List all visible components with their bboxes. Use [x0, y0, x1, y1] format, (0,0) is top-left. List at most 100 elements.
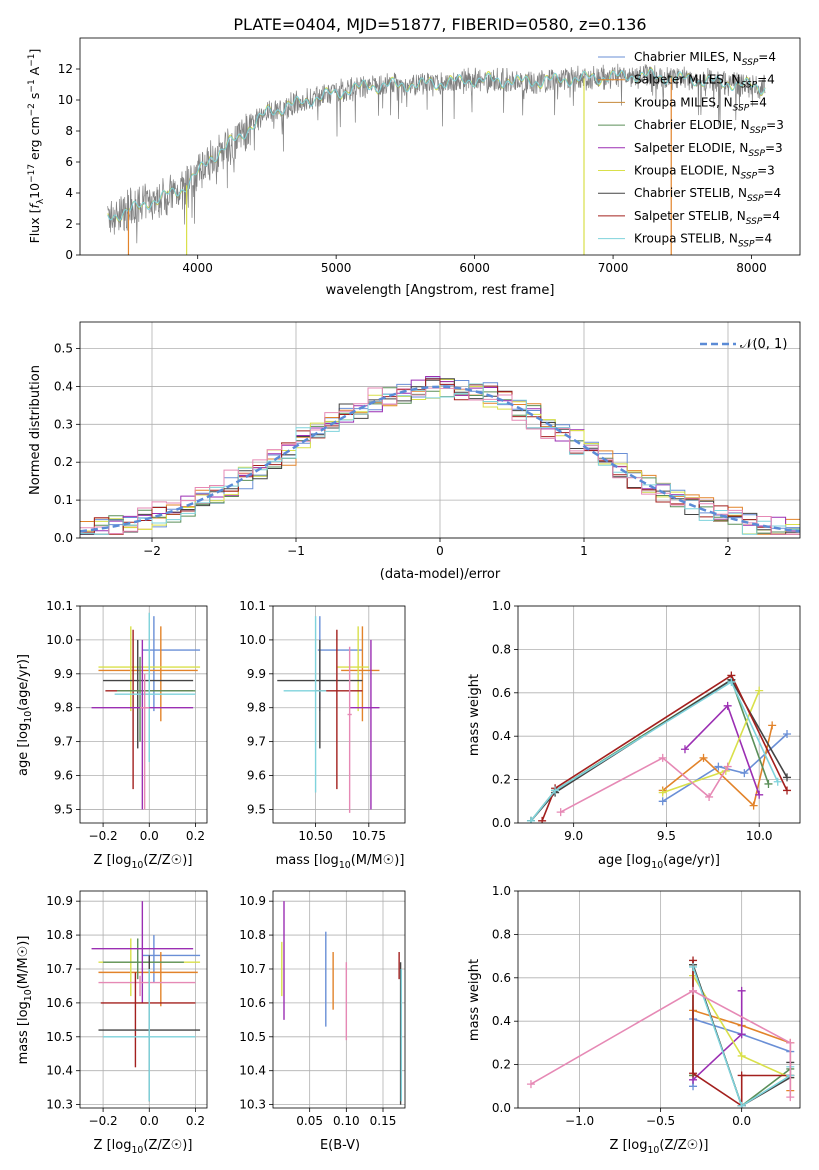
legend-label-suffix: =3 — [765, 141, 783, 155]
tick-label-x: 4000 — [182, 261, 213, 275]
series-marker — [740, 769, 749, 778]
series-marker — [556, 808, 565, 817]
legend-label-sub: SSP — [747, 194, 764, 204]
tick-label-y: 9.5 — [54, 802, 73, 816]
label-part: (M/M☉)] — [16, 936, 31, 990]
legend-label-sub: SSP — [746, 217, 763, 227]
chart-mass_vs_ebv: 0.05 0.10 0.15 10.3 10.4 10.5 10.6 10.7 10.8 10.9… — [239, 890, 406, 1153]
tick-label-y: 4 — [65, 186, 73, 200]
tick-label-y: 0.6 — [492, 971, 511, 985]
legend-label-main: Salpeter STELIB, N — [634, 209, 746, 223]
legend-label-main: Salpeter ELODIE, N — [634, 141, 748, 155]
series-marker — [737, 1030, 746, 1039]
series-line — [541, 674, 788, 822]
x-axis-label: (data-model)/error — [380, 567, 501, 582]
axes-frame — [517, 605, 801, 824]
tick-label-x: 0.05 — [296, 1114, 323, 1128]
series-marker — [714, 762, 723, 771]
legend-label: Kroupa STELIB, NSSP=4 — [634, 232, 772, 250]
gaussian-curve — [80, 385, 800, 533]
legend-label-suffix: =4 — [749, 95, 767, 109]
tick-label-x: 0.15 — [370, 1114, 397, 1128]
x-axis-label: mass [log10(M/M☉)] — [276, 853, 405, 871]
label-part: 10 — [339, 860, 351, 871]
plot-area — [80, 376, 800, 535]
tick-label-y: 0.4 — [492, 1014, 511, 1028]
label-part: Flux [ — [27, 209, 42, 244]
series-marker — [658, 797, 667, 806]
axes-frame — [517, 890, 801, 1109]
series-marker — [658, 788, 667, 797]
legend-label-suffix: =3 — [757, 164, 775, 178]
tick-label-x: 0 — [436, 544, 444, 558]
tick-label-y: 1.0 — [492, 599, 511, 613]
chart-residuals: −2 −1 0 1 2 0.0 0.1 0.2 0.3 0.4 0.5 𝒩(0, 1) (data-mo… — [28, 321, 801, 582]
series-line — [530, 989, 792, 1098]
chart-spectrum: 4000 5000 6000 7000 8000 0 2 4 6 8 10 12 Chabrier MI… — [27, 37, 801, 298]
tick-label-x: −1.0 — [565, 1114, 594, 1128]
y-axis-label: Normed distribution — [28, 365, 43, 495]
legend-label: Kroupa MILES, NSSP=4 — [634, 95, 767, 113]
tick-label-y: 10.0 — [239, 633, 266, 647]
series-marker — [783, 786, 792, 795]
plot-area — [107, 63, 766, 255]
tick-label-x: 0.0 — [732, 1114, 751, 1128]
y-axis-label: age [log10(age/yr)] — [16, 654, 34, 776]
tick-label-y: 10.1 — [239, 599, 266, 613]
tick-label-y: 6 — [65, 155, 73, 169]
x-axis-label: age [log10(age/yr)] — [598, 853, 720, 871]
y-axis-label: mass weight — [467, 674, 482, 756]
chart-mass_weight_vs_age: 9.0 9.5 10.0 0.0 0.2 0.4 0.6 0.8 1.0 age [log10(a… — [467, 599, 801, 871]
tick-label-y: 0.8 — [492, 642, 511, 656]
legend-label-suffix: =4 — [764, 186, 782, 200]
tick-label-x: −0.2 — [89, 829, 118, 843]
model-spectrum-line — [107, 68, 766, 221]
tick-label-y: 10.9 — [239, 894, 266, 908]
series-marker — [783, 773, 792, 782]
histogram-step — [80, 387, 800, 535]
series-marker — [764, 779, 773, 788]
legend-label-suffix: =4 — [757, 73, 775, 87]
tick-label-x: 6000 — [459, 261, 490, 275]
series-marker — [680, 745, 689, 754]
series-line — [530, 678, 770, 822]
tick-label-y: 9.8 — [247, 701, 266, 715]
label-part: 10 — [23, 711, 34, 723]
series-marker — [755, 790, 764, 799]
label-part: Z [log — [94, 1138, 132, 1153]
label-part: age [log — [598, 853, 651, 868]
tick-label-y: 0 — [65, 248, 73, 262]
legend-label-main: Kroupa MILES, N — [634, 95, 733, 109]
tick-label-x: 2 — [724, 544, 732, 558]
legend-label-main: Salpeter MILES, N — [634, 73, 741, 87]
label-part: (Z/Z☉)] — [143, 853, 192, 868]
tick-label-y: 10 — [58, 93, 73, 107]
series-marker — [526, 816, 535, 823]
tick-label-y: 9.5 — [247, 802, 266, 816]
series-marker — [689, 986, 698, 995]
tick-label-y: 9.9 — [54, 667, 73, 681]
tick-label-x: 10.50 — [298, 829, 332, 843]
tick-label-y: 2 — [65, 217, 73, 231]
series-line — [662, 725, 773, 808]
series-marker — [538, 816, 547, 823]
tick-label-y: 0.2 — [492, 1058, 511, 1072]
y-axis-label: mass weight — [467, 959, 482, 1041]
legend-label-sub: SSP — [738, 240, 755, 250]
tick-label-y: 0.6 — [492, 686, 511, 700]
legend-label-main: Kroupa ELODIE, N — [634, 164, 741, 178]
tick-label-y: 0.4 — [54, 379, 73, 393]
series-marker — [783, 730, 792, 739]
tick-label-x: 9.5 — [657, 829, 676, 843]
histogram-step — [80, 376, 800, 535]
label-part: (M/M☉)] — [351, 853, 405, 868]
tick-label-y: 10.6 — [46, 996, 73, 1010]
tick-label-y: 9.8 — [54, 701, 73, 715]
tick-label-y: 0.4 — [492, 729, 511, 743]
axes-frame — [79, 890, 208, 1109]
series-marker — [723, 762, 732, 771]
tick-label-x: 0.2 — [186, 829, 205, 843]
plot-area — [526, 956, 795, 1108]
x-axis-label: Z [log10(Z/Z☉)] — [94, 853, 193, 871]
